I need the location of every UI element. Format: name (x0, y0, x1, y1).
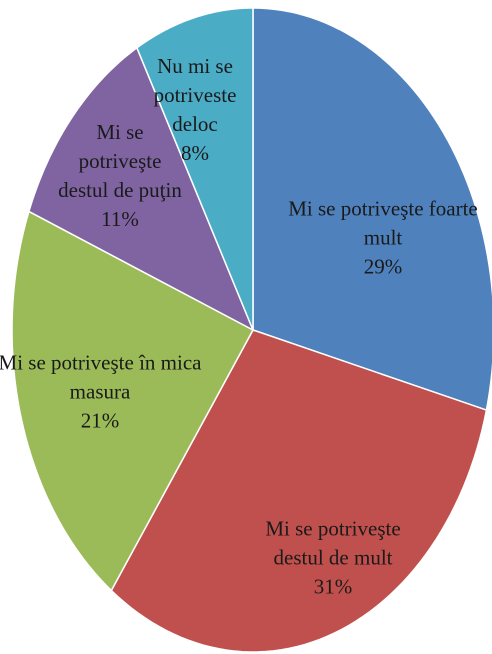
slice-label: Mi se potriveşte destul de mult 31% (243, 515, 423, 602)
category-label: Mi se potriveşte în mica masura (0, 350, 202, 404)
value-label: 31% (313, 574, 353, 599)
value-label: 29% (363, 254, 403, 279)
slice-label: Mi se potriveşte destul de puţin 11% (55, 118, 185, 234)
pie-slice (135, 7, 254, 331)
slice-label: Nu mi se potriveste deloc 8% (140, 52, 250, 168)
category-label: Mi se potriveşte destul de mult (265, 516, 401, 570)
pie-slice (252, 7, 492, 412)
pie-slice (28, 46, 255, 332)
value-label: 11% (101, 207, 139, 231)
value-label: 21% (80, 408, 120, 433)
category-label: Mi se potriveşte destul de puţin (58, 120, 182, 202)
pie-slice (110, 329, 488, 653)
pie-slice (11, 210, 255, 592)
category-label: Nu mi se potriveste deloc (153, 54, 237, 136)
category-label: Mi se potriveşte foarte mult (288, 196, 478, 250)
value-label: 8% (181, 141, 209, 165)
slice-label: Mi se potriveşte în mica masura 21% (0, 349, 205, 436)
slice-label: Mi se potriveşte foarte mult 29% (288, 195, 478, 282)
